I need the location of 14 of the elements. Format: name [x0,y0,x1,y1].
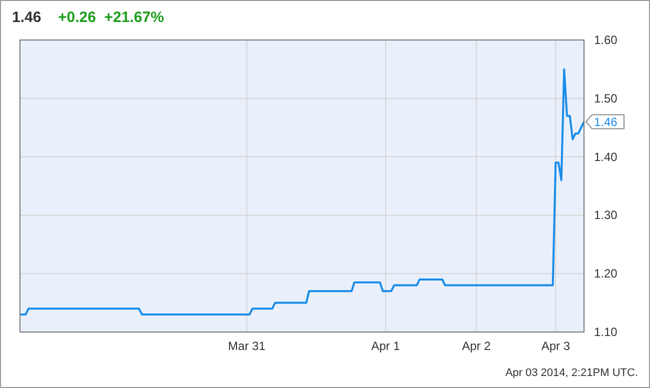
y-tick-label: 1.40 [594,150,618,164]
x-tick-label: Apr 1 [371,339,400,353]
y-tick-label: 1.60 [594,33,618,47]
y-tick-label: 1.10 [594,325,618,339]
chart-subtitle: +0.26 +21.67% [58,9,164,26]
y-tick-label: 1.30 [594,208,618,222]
x-tick-label: Apr 2 [462,339,491,353]
chart-title: 1.46 [12,9,42,26]
y-tick-label: 1.20 [594,266,618,281]
text: Apr 03 2014, 2:21PM UTC. [505,367,638,379]
annotation: 1.46 [594,114,618,129]
y-tick-label: 1.50 [594,91,618,106]
x-tick-label: Apr 3 [541,339,570,353]
x-tick-label: Mar 31 [228,339,266,353]
